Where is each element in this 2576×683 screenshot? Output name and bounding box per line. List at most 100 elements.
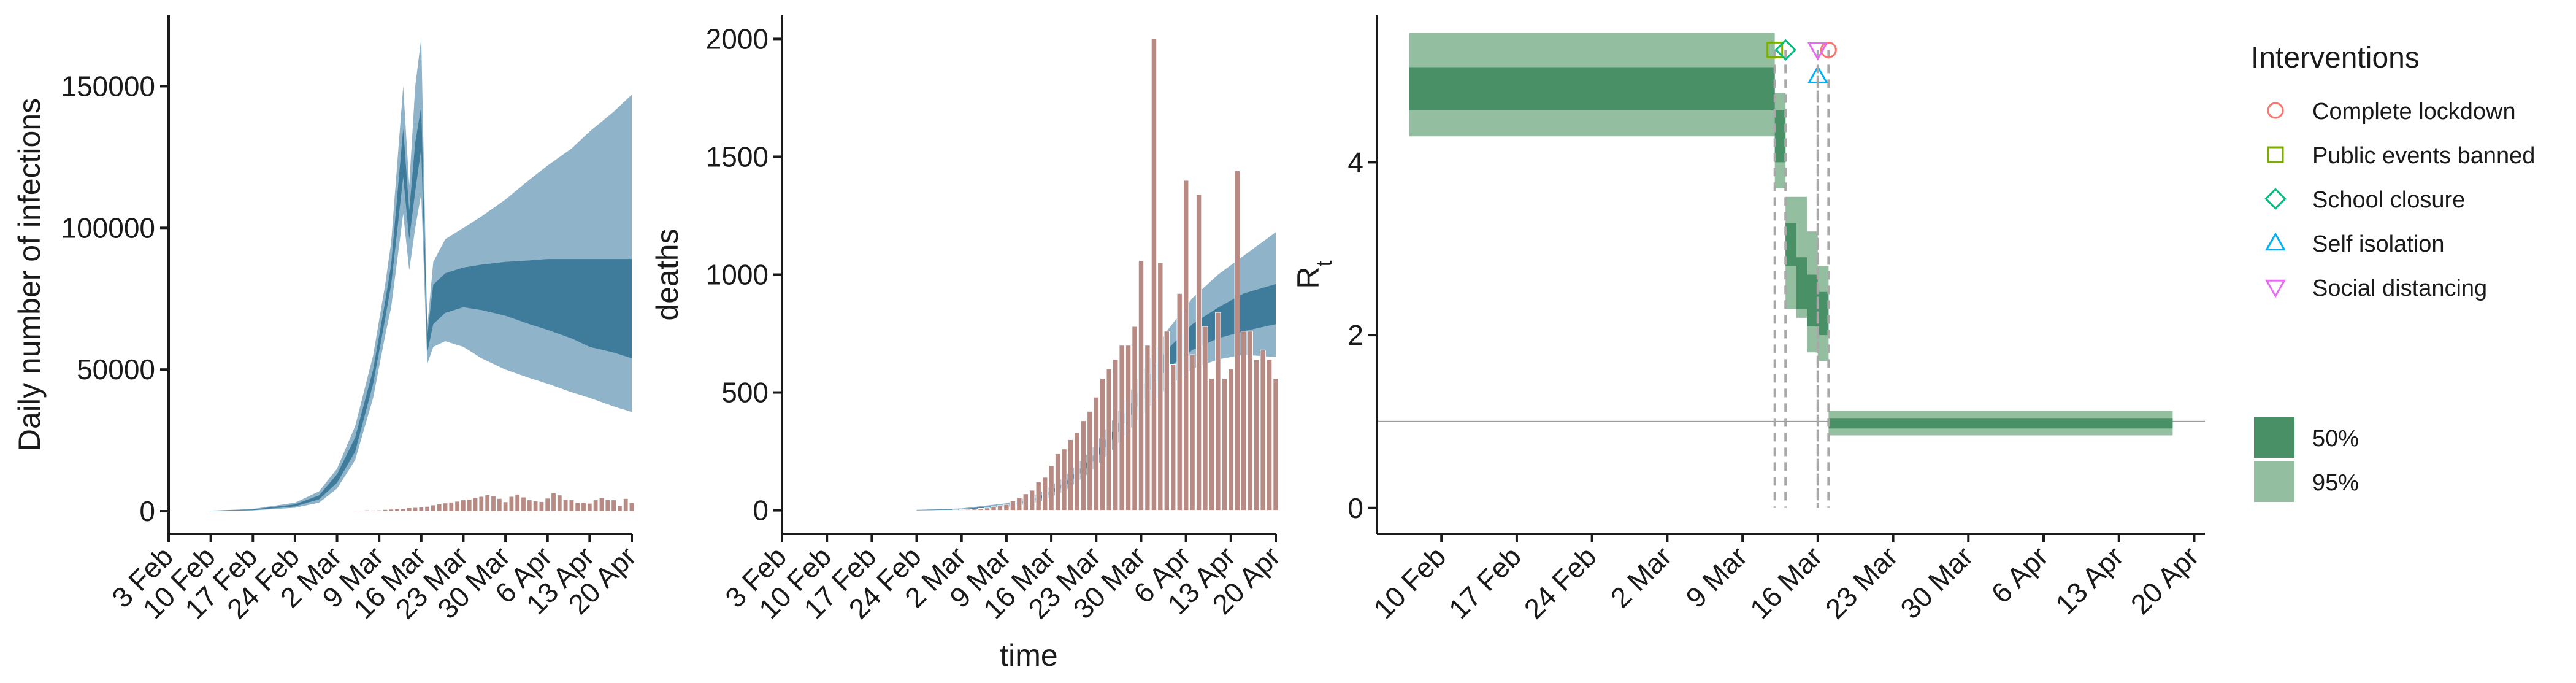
bar — [1003, 504, 1010, 511]
x-tick-label: 17 Feb — [1443, 540, 1527, 625]
bar — [364, 509, 370, 512]
y-tick-label: 150000 — [61, 70, 156, 102]
bar — [532, 500, 539, 512]
y-tick-label: 50000 — [77, 353, 155, 385]
bar — [436, 504, 442, 512]
legend-label: Public events banned — [2312, 143, 2535, 169]
bar — [370, 509, 376, 512]
bar — [991, 506, 997, 511]
bar — [1067, 439, 1074, 511]
bar — [1100, 378, 1106, 511]
bar — [376, 509, 382, 512]
intervention-marker — [1774, 39, 1796, 61]
bar — [515, 493, 521, 512]
bar — [1042, 477, 1048, 511]
x-tick-label: 30 Mar — [1894, 540, 1979, 625]
y-tick-label: 0 — [1347, 492, 1363, 524]
legend-title: Interventions — [2251, 42, 2420, 74]
bar — [401, 508, 406, 512]
legend-swatch-50 — [2254, 417, 2294, 458]
x-tick-label: 13 Apr — [2049, 540, 2129, 620]
y-axis-title-text: deaths — [650, 228, 684, 320]
bar — [1254, 359, 1260, 511]
x-tick-label: 20 Apr — [2125, 540, 2205, 620]
bar — [394, 508, 401, 512]
bar — [478, 496, 485, 512]
bar — [1183, 180, 1189, 511]
y-tick-label: 500 — [721, 377, 769, 409]
bar — [1113, 359, 1119, 511]
y-tick-label: 100000 — [61, 212, 156, 244]
legend-symbol-triangle-down — [2265, 279, 2286, 298]
bar — [424, 506, 431, 512]
bar — [521, 496, 526, 512]
bar — [1189, 354, 1195, 511]
bar — [1138, 260, 1144, 511]
y-tick-label: 1500 — [706, 141, 769, 172]
bar — [382, 509, 388, 512]
bar — [562, 499, 569, 512]
bar — [448, 501, 454, 512]
bar — [485, 494, 491, 512]
bar — [1119, 345, 1125, 511]
bar — [412, 507, 418, 512]
band-50-series-1 — [210, 106, 632, 511]
bar — [1260, 349, 1266, 511]
x-tick-label: 24 Feb — [1518, 540, 1603, 625]
bar — [1010, 500, 1016, 511]
bar — [461, 500, 466, 512]
bar — [972, 509, 978, 511]
y-axis-title-subscript: t — [1311, 260, 1336, 266]
bar — [545, 498, 551, 512]
bar — [629, 502, 635, 512]
bar — [406, 507, 412, 512]
bar — [984, 507, 991, 511]
x-axis-title: time — [1000, 638, 1057, 673]
bar — [1087, 411, 1093, 511]
legend-label: School closure — [2312, 187, 2465, 213]
bar — [1202, 326, 1208, 511]
bar — [388, 509, 394, 512]
bar — [1093, 396, 1099, 511]
y-tick-label: 2000 — [706, 23, 769, 55]
bar — [965, 509, 971, 511]
x-tick-label: 23 Mar — [1819, 540, 1904, 625]
bar — [418, 506, 424, 512]
bar — [1061, 449, 1067, 511]
bar — [599, 497, 605, 512]
bar — [502, 501, 508, 512]
legend-symbol-circle — [2267, 102, 2284, 119]
bar — [1234, 171, 1240, 511]
bar — [1016, 497, 1022, 511]
y-axis-title: deaths — [650, 228, 684, 320]
legend-symbol-square — [2267, 146, 2284, 163]
bar — [466, 499, 472, 512]
bar — [1195, 194, 1202, 511]
bar — [491, 495, 496, 512]
legend-symbol-diamond — [2264, 188, 2287, 210]
bar — [539, 501, 545, 512]
y-axis-title-text: R — [1291, 266, 1325, 288]
bar — [556, 495, 562, 512]
bar — [586, 503, 592, 512]
bar — [1106, 368, 1112, 511]
bar — [328, 511, 334, 512]
bar — [605, 499, 611, 512]
legend-label: Social distancing — [2312, 276, 2487, 301]
y-tick-label: 4 — [1347, 146, 1363, 178]
bar — [959, 509, 965, 511]
bar — [1176, 293, 1183, 511]
bar — [442, 503, 448, 512]
x-tick-label: 10 Feb — [1367, 540, 1452, 625]
band-50-series-1 — [1409, 67, 2173, 429]
legend-label: Self isolation — [2312, 231, 2444, 257]
bar — [496, 498, 502, 512]
bar — [997, 505, 1003, 511]
bar — [472, 497, 478, 512]
bar — [623, 498, 629, 512]
legend-label: 95% — [2312, 470, 2359, 496]
y-axis-title: Rt — [1291, 260, 1336, 288]
